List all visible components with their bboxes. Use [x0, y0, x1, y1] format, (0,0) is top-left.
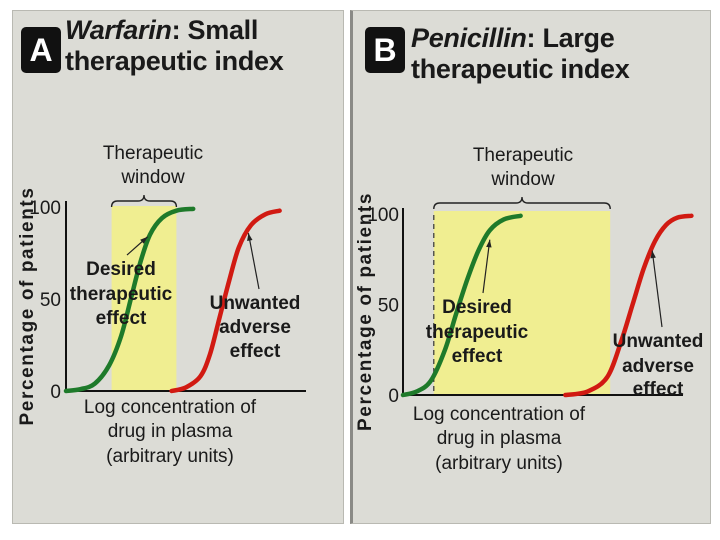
y-tick-label: 50	[40, 290, 61, 311]
y-axis-label: Percentage of patients	[17, 187, 38, 426]
panel-a-title: Warfarin: Small therapeutic index	[65, 15, 284, 77]
panel-a-badge: A	[21, 27, 61, 73]
therapeutic-window-shade	[111, 206, 177, 391]
therapeutic-window-label: window	[490, 169, 555, 190]
panel-a-title-rest: : Small	[171, 15, 259, 45]
therapeutic-window-brace	[110, 194, 178, 208]
desired-effect-label: effect	[452, 346, 503, 367]
panel-b-badge: B	[365, 27, 405, 73]
adverse-effect-label: Unwanted	[613, 331, 704, 352]
y-axis-label: Percentage of patients	[355, 192, 376, 431]
desired-effect-label: Desired	[442, 297, 512, 318]
x-axis-label: (arbitrary units)	[106, 446, 234, 467]
adverse-effect-arrowhead	[247, 233, 253, 241]
desired-effect-arrow	[482, 239, 491, 294]
desired-effect-label: therapeutic	[426, 322, 529, 343]
x-axis-label: drug in plasma	[437, 428, 562, 449]
desired-effect-curve	[400, 213, 523, 398]
therapeutic-window-shade	[433, 211, 611, 395]
desired-effect-arrowhead	[140, 236, 148, 244]
adverse-effect-curve	[563, 213, 694, 398]
therapeutic-window-label: window	[120, 167, 185, 188]
therapeutic-window-label: Therapeutic	[473, 145, 573, 166]
adverse-effect-label: adverse	[219, 317, 291, 338]
x-axis-label: Log concentration of	[84, 397, 257, 418]
adverse-effect-label: effect	[230, 341, 281, 362]
desired-effect-label: therapeutic	[70, 284, 173, 305]
panel-b-title-drug: Penicillin	[411, 23, 527, 53]
y-tick-label: 0	[388, 386, 399, 407]
desired-effect-arrowhead	[486, 239, 492, 248]
adverse-effect-arrow	[651, 250, 663, 328]
y-tick-label: 50	[378, 296, 399, 317]
panel-a-title-drug: Warfarin	[65, 15, 172, 45]
y-tick-label: 0	[50, 382, 61, 403]
panel-b-title: Penicillin: Large therapeutic index	[411, 23, 630, 85]
desired-effect-label: effect	[96, 308, 147, 329]
adverse-effect-label: Unwanted	[210, 293, 301, 314]
therapeutic-window-label: Therapeutic	[103, 143, 203, 164]
therapeutic-window-brace	[433, 196, 611, 210]
adverse-effect-label: adverse	[622, 356, 694, 377]
x-axis-label: (arbitrary units)	[435, 453, 563, 474]
adverse-effect-curve	[169, 208, 282, 394]
desired-effect-label: Desired	[86, 259, 156, 280]
x-axis-label: drug in plasma	[108, 421, 233, 442]
panel-b-title-rest: : Large	[526, 23, 615, 53]
adverse-effect-arrow	[247, 232, 260, 290]
desired-effect-curve	[63, 206, 196, 394]
panel-a: A Warfarin: Small therapeutic index Ther…	[12, 10, 344, 524]
adverse-effect-arrowhead	[650, 250, 656, 259]
y-tick-label: 100	[367, 205, 399, 226]
panel-a-title-line2: therapeutic index	[65, 46, 284, 76]
panel-b: B Penicillin: Large therapeutic index Th…	[350, 10, 711, 524]
panel-b-title-line2: therapeutic index	[411, 54, 630, 84]
x-axis-label: Log concentration of	[413, 404, 586, 425]
adverse-effect-label: effect	[633, 379, 684, 400]
y-tick-label: 100	[29, 198, 61, 219]
